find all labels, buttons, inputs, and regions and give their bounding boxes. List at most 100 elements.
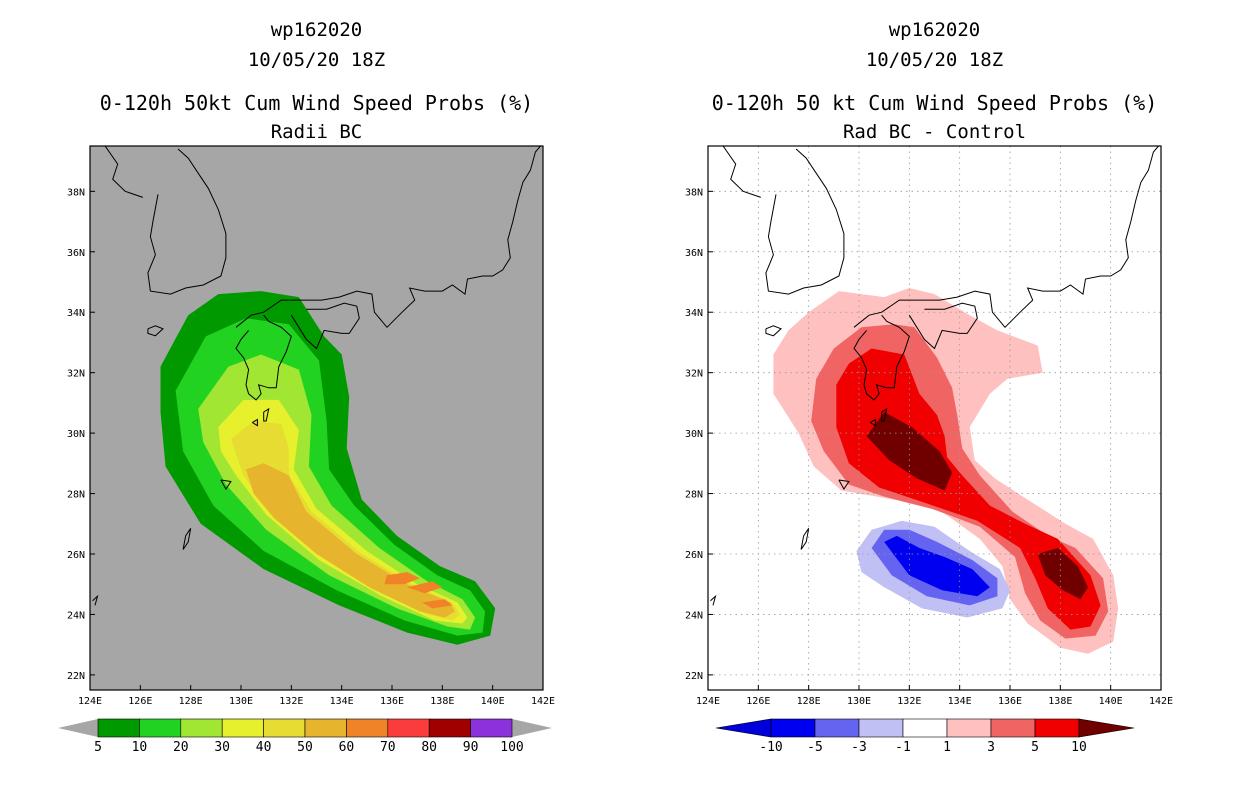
chart-title-line-4: Radii BC: [271, 121, 363, 143]
colorbar-box-6: [346, 718, 389, 738]
y-tick-label-26N: 26N: [685, 550, 703, 561]
colorbar-box-5: [990, 718, 1036, 738]
colorbar-label-90: 90: [463, 740, 479, 755]
coastline: [853, 146, 1159, 329]
colorbar-extend-high: [512, 719, 552, 737]
y-tick-label-34N: 34N: [67, 308, 85, 319]
chart-title-line-2: 10/05/20 18Z: [866, 49, 1003, 71]
colorbar-label-neg1: -1: [895, 740, 911, 755]
y-tick-label-36N: 36N: [685, 248, 703, 259]
x-tick-label-130E: 130E: [229, 696, 253, 707]
colorbar-label-50: 50: [297, 740, 313, 755]
colorbar-box-2: [858, 718, 904, 738]
colorbar: -10 -5 -3 -1 1 3 5 10: [715, 718, 1135, 755]
colorbar-box-3: [221, 718, 264, 738]
colorbar-box-1: [814, 718, 860, 738]
colorbar-label-60: 60: [339, 740, 355, 755]
x-tick-label-124E: 124E: [78, 696, 102, 707]
contour-level-60-8: [422, 599, 453, 609]
contour-level-50-5: [246, 463, 455, 618]
contour-level-neg5-7: [884, 535, 990, 597]
coastline: [800, 528, 810, 550]
colorbar-label-70: 70: [380, 740, 396, 755]
colorbar-box-9: [470, 718, 513, 738]
colorbar-box-0: [770, 718, 816, 738]
colorbar-box-7: [387, 718, 430, 738]
y-tick-label-22N: 22N: [67, 671, 85, 682]
x-tick-label-128E: 128E: [797, 696, 821, 707]
colorbar-label-80: 80: [421, 740, 437, 755]
coastline: [908, 302, 978, 350]
colorbar-box-4: [263, 718, 306, 738]
y-tick-label-22N: 22N: [685, 671, 703, 682]
x-tick-label-126E: 126E: [128, 696, 152, 707]
chart-title-line-4: Rad BC - Control: [843, 121, 1026, 143]
colorbar-box-0: [97, 718, 140, 738]
coastline: [881, 407, 888, 422]
x-tick-label-132E: 132E: [279, 696, 303, 707]
coastline: [92, 594, 99, 606]
x-tick-label-128E: 128E: [179, 696, 203, 707]
panel-rad-bc-control: wp162020 10/05/20 18Z 0-120h 50 kt Cum Win…: [618, 0, 1236, 800]
coastline: [252, 418, 258, 427]
y-tick-label-30N: 30N: [685, 429, 703, 440]
colorbar-box-4: [946, 718, 992, 738]
coastline: [147, 148, 227, 295]
coastline: [263, 407, 270, 422]
colorbar-label-5: 5: [1031, 740, 1039, 755]
coastline: [235, 314, 292, 401]
coastline: [870, 418, 876, 427]
x-tick-label-142E: 142E: [1149, 696, 1173, 707]
colorbar-box-2: [180, 718, 223, 738]
coastline: [765, 325, 782, 337]
coastline: [235, 146, 541, 329]
x-tick-label-126E: 126E: [746, 696, 770, 707]
x-tick-label-134E: 134E: [948, 696, 972, 707]
coastline: [853, 314, 910, 401]
x-tick-label-136E: 136E: [998, 696, 1022, 707]
contour-level-10-4: [1037, 548, 1088, 600]
colorbar-box-6: [1034, 718, 1080, 738]
coastline: [710, 594, 717, 606]
chart-radii-bc: wp162020 10/05/20 18Z 0-120h 50kt Cum Wind…: [58, 19, 555, 755]
chart-rad-bc-control: wp162020 10/05/20 18Z 0-120h 50 kt Cum Win…: [685, 19, 1173, 755]
y-tick-label-32N: 32N: [67, 369, 85, 380]
plot-frame: [707, 145, 1162, 691]
colorbar-label-10: 10: [132, 740, 148, 755]
colorbar-label-40: 40: [256, 740, 272, 755]
colorbar-label-30: 30: [214, 740, 230, 755]
plot-area: [708, 146, 1161, 690]
x-tick-label-132E: 132E: [897, 696, 921, 707]
coastline: [838, 479, 850, 490]
colorbar-label-10: 10: [1071, 740, 1087, 755]
colorbar-label-neg10: -10: [759, 740, 782, 755]
y-tick-label-38N: 38N: [67, 187, 85, 198]
coastline: [290, 302, 360, 350]
colorbar-label-20: 20: [173, 740, 189, 755]
x-tick-label-142E: 142E: [531, 696, 555, 707]
coastline: [182, 528, 192, 550]
y-tick-label-24N: 24N: [67, 610, 85, 621]
y-tick-label-30N: 30N: [67, 429, 85, 440]
coastline: [722, 146, 761, 198]
contour-level-10-3: [866, 412, 953, 491]
colorbar-box-8: [428, 718, 471, 738]
y-tick-label-24N: 24N: [685, 610, 703, 621]
chart-title-line-3: 0-120h 50 kt Cum Wind Speed Probs (%): [712, 91, 1158, 115]
y-tick-label-32N: 32N: [685, 369, 703, 380]
chart-title-line-1: wp162020: [271, 19, 363, 41]
colorbar-label-5: 5: [94, 740, 102, 755]
x-tick-label-130E: 130E: [847, 696, 871, 707]
y-tick-label-28N: 28N: [685, 490, 703, 501]
contour-level-40-4: [230, 421, 460, 621]
x-tick-label-140E: 140E: [1099, 696, 1123, 707]
y-tick-label-28N: 28N: [67, 490, 85, 501]
y-tick-label-26N: 26N: [67, 550, 85, 561]
contour-level-60-6: [384, 572, 420, 585]
coastline: [147, 325, 164, 337]
colorbar-label-3: 3: [987, 740, 995, 755]
x-tick-label-140E: 140E: [481, 696, 505, 707]
x-tick-label-134E: 134E: [330, 696, 354, 707]
plot-frame: [89, 145, 544, 691]
colorbar-box-1: [139, 718, 182, 738]
